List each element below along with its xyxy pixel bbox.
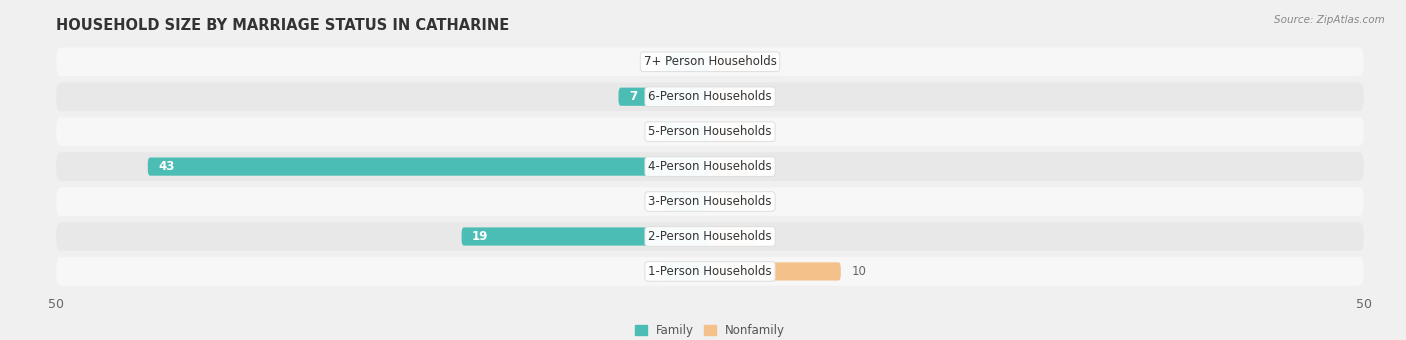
Text: 0: 0 xyxy=(766,160,773,173)
Text: 1-Person Households: 1-Person Households xyxy=(648,265,772,278)
Text: 5-Person Households: 5-Person Households xyxy=(648,125,772,138)
Text: 0: 0 xyxy=(766,230,773,243)
FancyBboxPatch shape xyxy=(664,123,710,141)
Text: 19: 19 xyxy=(472,230,488,243)
Text: 7+ Person Households: 7+ Person Households xyxy=(644,55,776,68)
FancyBboxPatch shape xyxy=(664,53,710,71)
FancyBboxPatch shape xyxy=(710,192,756,210)
FancyBboxPatch shape xyxy=(664,262,710,280)
FancyBboxPatch shape xyxy=(710,53,756,71)
Text: Source: ZipAtlas.com: Source: ZipAtlas.com xyxy=(1274,15,1385,25)
Text: 0: 0 xyxy=(647,125,654,138)
Text: HOUSEHOLD SIZE BY MARRIAGE STATUS IN CATHARINE: HOUSEHOLD SIZE BY MARRIAGE STATUS IN CAT… xyxy=(56,18,509,33)
Text: 10: 10 xyxy=(851,265,866,278)
FancyBboxPatch shape xyxy=(461,227,710,245)
FancyBboxPatch shape xyxy=(56,82,1364,111)
FancyBboxPatch shape xyxy=(148,157,710,176)
Text: 4-Person Households: 4-Person Households xyxy=(648,160,772,173)
Text: 0: 0 xyxy=(647,265,654,278)
FancyBboxPatch shape xyxy=(664,192,710,210)
Text: 0: 0 xyxy=(766,195,773,208)
Text: 2-Person Households: 2-Person Households xyxy=(648,230,772,243)
FancyBboxPatch shape xyxy=(619,88,710,106)
FancyBboxPatch shape xyxy=(710,262,841,280)
FancyBboxPatch shape xyxy=(56,117,1364,146)
FancyBboxPatch shape xyxy=(710,227,756,245)
FancyBboxPatch shape xyxy=(710,123,756,141)
FancyBboxPatch shape xyxy=(56,187,1364,216)
FancyBboxPatch shape xyxy=(56,222,1364,251)
Text: 0: 0 xyxy=(766,125,773,138)
Text: 0: 0 xyxy=(766,55,773,68)
Legend: Family, Nonfamily: Family, Nonfamily xyxy=(630,319,790,340)
Text: 43: 43 xyxy=(159,160,174,173)
FancyBboxPatch shape xyxy=(56,152,1364,181)
Text: 3-Person Households: 3-Person Households xyxy=(648,195,772,208)
FancyBboxPatch shape xyxy=(56,48,1364,76)
FancyBboxPatch shape xyxy=(710,88,756,106)
Text: 7: 7 xyxy=(628,90,637,103)
FancyBboxPatch shape xyxy=(56,257,1364,286)
Text: 0: 0 xyxy=(647,195,654,208)
FancyBboxPatch shape xyxy=(710,157,756,176)
Text: 6-Person Households: 6-Person Households xyxy=(648,90,772,103)
Text: 0: 0 xyxy=(766,90,773,103)
Text: 0: 0 xyxy=(647,55,654,68)
